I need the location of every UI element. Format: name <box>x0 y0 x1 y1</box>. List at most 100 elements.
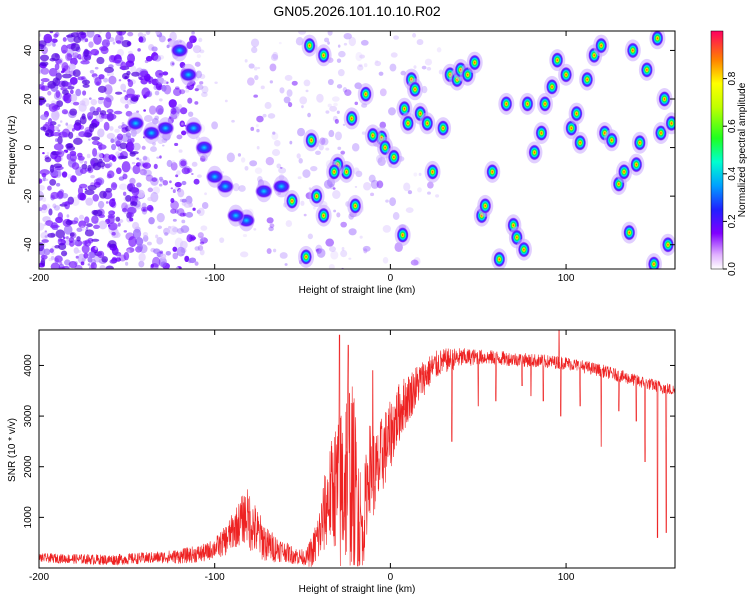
spectrogram-speckle <box>337 44 341 48</box>
spectrogram-speckle <box>138 158 142 162</box>
spectrogram-speckle <box>39 207 43 212</box>
spectrogram-speckle <box>271 149 281 157</box>
spectrogram-speckle <box>219 237 225 243</box>
spectrogram-speckle <box>80 261 85 266</box>
spectrogram-speckle <box>84 38 89 43</box>
spectrogram-speckle <box>174 186 179 191</box>
spectrogram-speckle <box>55 90 61 99</box>
spectrogram-speckle <box>150 176 159 186</box>
spectrogram-speckle <box>55 182 61 187</box>
spectrogram-speckle <box>88 251 95 258</box>
spectrogram-peak <box>486 163 499 180</box>
spectrogram-speckle <box>158 98 163 102</box>
spectrogram-peak <box>595 37 608 54</box>
spectrogram-speckle <box>330 250 339 260</box>
spectrogram-speckle <box>122 173 128 180</box>
spectrogram-peak <box>300 248 313 265</box>
spectrogram-speckle <box>87 111 94 120</box>
spectrogram-speckle <box>77 155 85 161</box>
spectrogram-speckle <box>199 73 206 80</box>
spectrogram-speckle <box>139 168 147 176</box>
spectrogram-speckle <box>284 263 288 266</box>
spectrogram-speckle <box>39 33 42 37</box>
spectrogram-speckle <box>144 59 149 64</box>
spectrogram-speckle <box>359 54 366 59</box>
spectrogram-speckle <box>49 224 60 229</box>
spectrogram-speckle <box>98 158 103 164</box>
spectrogram-speckle <box>264 101 272 110</box>
spectrogram-speckle <box>109 71 114 77</box>
spectrogram-speckle <box>163 227 171 235</box>
spectrogram-speckle <box>377 181 384 188</box>
spectrogram-speckle <box>61 109 68 115</box>
spectrogram-speckle <box>53 143 64 151</box>
spectrogram-speckle <box>39 169 50 176</box>
spectrogram-speckle <box>151 52 159 61</box>
spectrogram-speckle <box>135 237 144 246</box>
spectrogram-speckle <box>181 122 184 126</box>
spectrogram-speckle <box>52 131 62 137</box>
spectrogram-speckle <box>142 155 148 161</box>
snr-x-tick-label: -200 <box>29 572 49 583</box>
spectrogram-speckle <box>107 170 115 179</box>
spectrogram-speckle <box>156 156 160 159</box>
spectrogram-speckle <box>336 58 342 63</box>
spectrogram-speckle <box>141 145 146 150</box>
spectrogram-speckle <box>97 250 105 259</box>
spectrogram-speckle <box>323 179 333 189</box>
spectrogram-speckle <box>194 261 199 266</box>
spectrogram-speckle <box>379 88 387 97</box>
spectrogram-speckle <box>115 91 123 95</box>
spectrogram-peak <box>345 110 358 127</box>
spectrogram-speckle <box>266 217 274 224</box>
spectrogram-speckle <box>182 212 187 217</box>
spectrogram-speckle <box>154 115 160 121</box>
spectrogram-speckle <box>342 123 346 126</box>
spectrogram-speckle <box>336 110 340 114</box>
spectrogram-speckle <box>272 51 279 60</box>
spectrogram-speckle <box>362 245 371 252</box>
spectrogram-speckle <box>188 259 192 264</box>
spectrogram-speckle <box>66 124 74 130</box>
spectrogram-frame <box>38 30 676 270</box>
spectrogram-speckle <box>313 206 316 210</box>
spectrogram-speckle <box>94 246 98 250</box>
spectrogram-speckle <box>197 232 204 239</box>
spectrogram-speckle <box>72 239 79 246</box>
spectrogram-speckle <box>64 93 70 102</box>
spectrogram-speckle <box>39 178 43 184</box>
spectrogram-speckle <box>54 245 60 249</box>
spectrogram-peak <box>560 66 573 83</box>
spectrogram-speckle <box>253 228 257 231</box>
spectrogram-speckle <box>142 208 146 212</box>
spectrogram-speckle <box>47 185 52 191</box>
spectrogram-peak <box>226 208 245 223</box>
spectrogram-speckle <box>128 212 134 218</box>
spectrogram-speckle <box>181 219 186 224</box>
spectrogram-speckle <box>41 197 47 202</box>
spectrogram-speckle <box>265 156 275 166</box>
spectrogram-speckle <box>50 256 55 261</box>
spectrogram-speckle <box>393 35 399 40</box>
spectrogram-speckle <box>244 59 248 63</box>
spectrogram-speckle <box>152 186 161 195</box>
spectrogram-peak <box>658 91 671 107</box>
spectrogram-speckle <box>51 110 60 121</box>
spectrogram-speckle <box>70 43 80 52</box>
spectrogram-speckle <box>129 217 134 222</box>
spectrogram-speckle <box>159 183 163 187</box>
spectrogram-speckle <box>158 72 163 76</box>
spectrogram-speckle <box>177 103 183 110</box>
spectrogram-peak <box>254 184 273 199</box>
spectrogram-speckle <box>268 226 274 232</box>
spectrogram-speckle <box>355 51 363 62</box>
spectrogram-speckle <box>319 137 326 145</box>
snr-y-tick-label: 3000 <box>23 405 34 428</box>
spectrogram-speckle <box>142 235 149 242</box>
spectrogram-speckle <box>44 156 52 163</box>
spectrogram-speckle <box>69 153 77 162</box>
spectrogram-speckle <box>390 52 398 58</box>
spectrogram-speckle <box>116 167 122 175</box>
spectrogram-speckle <box>58 242 67 251</box>
spectrogram-peak <box>303 37 316 54</box>
